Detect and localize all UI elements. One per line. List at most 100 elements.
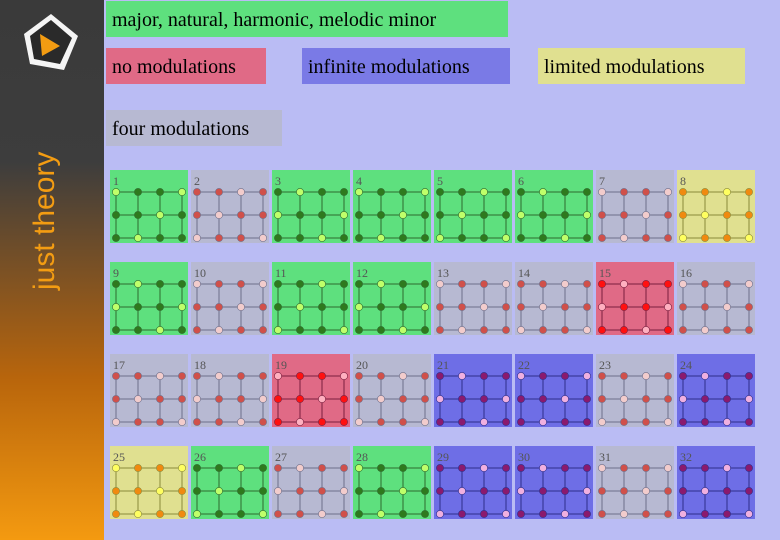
note-dot <box>340 487 348 495</box>
note-dot <box>664 234 672 242</box>
cell-background <box>515 354 593 427</box>
note-dot <box>399 188 407 196</box>
note-dot <box>723 280 731 288</box>
note-dot <box>421 326 429 334</box>
note-dot <box>296 464 304 472</box>
note-dot <box>296 395 304 403</box>
note-dot <box>664 510 672 518</box>
note-dot <box>237 303 245 311</box>
note-dot <box>112 188 120 196</box>
note-dot <box>259 510 267 518</box>
play-triangle-logo-icon <box>24 14 78 70</box>
note-dot <box>421 464 429 472</box>
note-dot <box>723 326 731 334</box>
note-dot <box>539 464 547 472</box>
note-dot <box>458 188 466 196</box>
note-dot <box>642 303 650 311</box>
note-dot <box>259 464 267 472</box>
note-dot <box>598 487 606 495</box>
cell-number-label: 15 <box>599 266 611 280</box>
note-dot <box>399 234 407 242</box>
note-dot <box>598 464 606 472</box>
lattice-cell: 10 <box>191 262 269 335</box>
note-dot <box>502 280 510 288</box>
cell-number-label: 20 <box>356 358 368 372</box>
note-dot <box>642 326 650 334</box>
cell-background <box>434 170 512 243</box>
lattice-cell: 20 <box>353 354 431 427</box>
cell-background <box>272 262 350 335</box>
cell-number-label: 13 <box>437 266 449 280</box>
note-dot <box>274 510 282 518</box>
note-dot <box>745 464 753 472</box>
note-dot <box>583 372 591 380</box>
note-dot <box>723 372 731 380</box>
cell-background <box>110 354 188 427</box>
cell-background <box>596 262 674 335</box>
note-dot <box>517 326 525 334</box>
cell-background <box>353 170 431 243</box>
note-dot <box>318 395 326 403</box>
cell-number-label: 11 <box>275 266 287 280</box>
note-dot <box>134 487 142 495</box>
note-dot <box>274 464 282 472</box>
note-dot <box>620 395 628 403</box>
lattice-cell: 29 <box>434 446 512 519</box>
note-dot <box>421 303 429 311</box>
note-dot <box>355 211 363 219</box>
note-dot <box>539 303 547 311</box>
note-dot <box>399 326 407 334</box>
note-dot <box>193 418 201 426</box>
note-dot <box>583 326 591 334</box>
cell-background <box>110 170 188 243</box>
note-dot <box>274 234 282 242</box>
note-dot <box>215 211 223 219</box>
lattice-cell: 23 <box>596 354 674 427</box>
note-dot <box>377 188 385 196</box>
note-dot <box>237 234 245 242</box>
note-dot <box>598 303 606 311</box>
note-dot <box>723 464 731 472</box>
note-dot <box>679 280 687 288</box>
note-dot <box>458 211 466 219</box>
note-dot <box>134 211 142 219</box>
note-dot <box>539 510 547 518</box>
note-dot <box>664 326 672 334</box>
note-dot <box>598 510 606 518</box>
note-dot <box>679 464 687 472</box>
note-dot <box>539 211 547 219</box>
note-dot <box>399 280 407 288</box>
note-dot <box>502 326 510 334</box>
note-dot <box>274 211 282 219</box>
note-dot <box>458 510 466 518</box>
cell-number-label: 10 <box>194 266 206 280</box>
note-dot <box>701 372 709 380</box>
note-dot <box>502 211 510 219</box>
cell-number-label: 24 <box>680 358 692 372</box>
note-dot <box>259 280 267 288</box>
cell-number-label: 14 <box>518 266 530 280</box>
lattice-cell: 13 <box>434 262 512 335</box>
note-dot <box>296 487 304 495</box>
note-dot <box>112 303 120 311</box>
note-dot <box>134 372 142 380</box>
note-dot <box>480 487 488 495</box>
note-dot <box>355 234 363 242</box>
note-dot <box>701 303 709 311</box>
note-dot <box>296 372 304 380</box>
note-dot <box>561 510 569 518</box>
cell-number-label: 16 <box>680 266 692 280</box>
note-dot <box>723 303 731 311</box>
cell-background <box>677 354 755 427</box>
note-dot <box>517 464 525 472</box>
note-dot <box>296 280 304 288</box>
note-dot <box>745 211 753 219</box>
lattice-cell: 11 <box>272 262 350 335</box>
note-dot <box>664 211 672 219</box>
note-dot <box>458 326 466 334</box>
lattice-cell: 30 <box>515 446 593 519</box>
note-dot <box>745 372 753 380</box>
note-dot <box>664 372 672 380</box>
note-dot <box>561 395 569 403</box>
note-dot <box>539 395 547 403</box>
